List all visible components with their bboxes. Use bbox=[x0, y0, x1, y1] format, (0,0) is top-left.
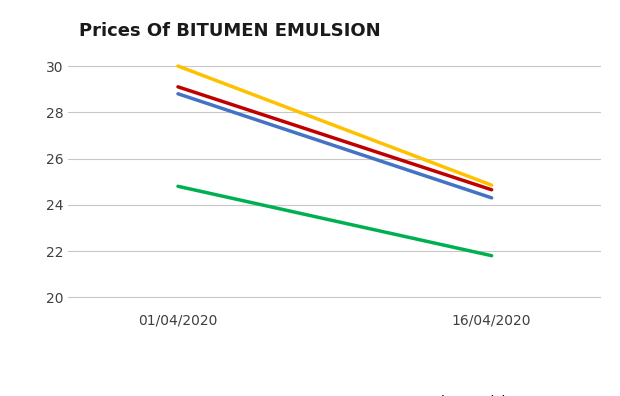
Legend: VG10, VG30, VG40, bt emulsion: VG10, VG30, VG40, bt emulsion bbox=[141, 389, 528, 396]
VG30 bbox=[488, 187, 495, 192]
Line: VG10: VG10 bbox=[178, 94, 492, 198]
Text: Prices Of BITUMEN EMULSION: Prices Of BITUMEN EMULSION bbox=[79, 23, 381, 40]
VG40 bbox=[174, 64, 182, 69]
Line: bt emulsion: bt emulsion bbox=[178, 186, 492, 256]
VG40 bbox=[488, 183, 495, 188]
VG10 bbox=[488, 196, 495, 200]
Line: VG40: VG40 bbox=[178, 66, 492, 185]
bt emulsion bbox=[488, 253, 495, 258]
VG10 bbox=[174, 91, 182, 96]
Line: VG30: VG30 bbox=[178, 87, 492, 190]
VG30 bbox=[174, 84, 182, 89]
bt emulsion bbox=[174, 184, 182, 188]
